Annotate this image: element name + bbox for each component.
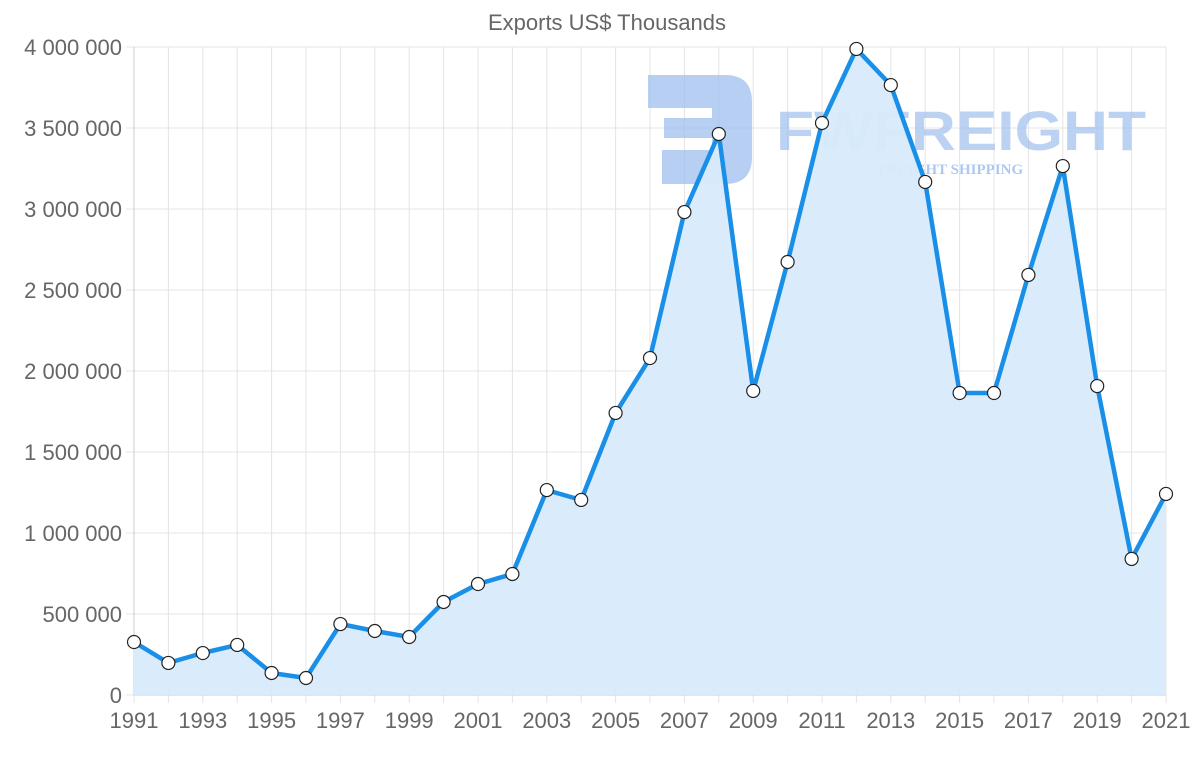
data-point[interactable] (883, 77, 898, 93)
data-point[interactable] (574, 492, 589, 508)
fw-logo-icon (648, 75, 752, 184)
x-tick-label: 1997 (316, 708, 365, 733)
y-tick-label: 4 000 000 (24, 35, 122, 60)
y-tick-label: 3 500 000 (24, 116, 122, 141)
x-tick-label: 2011 (798, 708, 845, 733)
data-point[interactable] (230, 637, 245, 653)
data-point[interactable] (746, 383, 761, 399)
y-tick-label: 2 500 000 (24, 278, 122, 303)
x-axis-labels: 1991 1993 1995 1997 1999 2001 2003 2005 2007 2009… (110, 708, 1191, 733)
data-point[interactable] (298, 670, 314, 686)
data-point[interactable] (1124, 551, 1139, 567)
y-tick-label: 500 000 (42, 602, 122, 627)
x-tick-label: 2021 (1142, 708, 1191, 733)
x-tick-label: 1999 (385, 708, 434, 733)
data-point[interactable] (849, 41, 864, 57)
x-tick-label: 2001 (454, 708, 503, 733)
x-tick-label: 2009 (729, 708, 778, 733)
x-tick-label: 1991 (110, 708, 159, 733)
area-fill (134, 48, 1166, 695)
data-point[interactable] (986, 385, 1002, 401)
x-tick-label: 2013 (866, 708, 915, 733)
data-point[interactable] (436, 594, 451, 610)
data-point[interactable] (1090, 378, 1105, 394)
data-point[interactable] (677, 204, 692, 220)
data-point[interactable] (264, 665, 279, 681)
data-point[interactable] (470, 576, 486, 592)
data-point[interactable] (505, 566, 520, 582)
data-point[interactable] (780, 254, 795, 270)
data-points (126, 41, 1174, 686)
data-point[interactable] (539, 482, 554, 498)
data-point[interactable] (402, 629, 417, 645)
data-point[interactable] (814, 115, 830, 131)
data-point[interactable] (161, 655, 176, 671)
y-tick-label: 0 (110, 683, 122, 708)
data-point[interactable] (642, 350, 658, 366)
x-tick-label: 2005 (591, 708, 640, 733)
data-point[interactable] (918, 174, 933, 190)
y-axis-labels: 0 500 000 1 000 000 1 500 000 2 000 000 2 500… (24, 35, 122, 708)
x-tick-label: 2007 (660, 708, 709, 733)
data-point[interactable] (952, 385, 967, 401)
x-tick-label: 2017 (1004, 708, 1053, 733)
y-tick-label: 2 000 000 (24, 359, 122, 384)
x-tick-label: 2019 (1073, 708, 1122, 733)
data-point[interactable] (1055, 158, 1070, 174)
data-point[interactable] (711, 126, 726, 142)
data-point[interactable] (1158, 486, 1174, 502)
data-point[interactable] (126, 634, 142, 650)
x-tick-label: 2003 (522, 708, 571, 733)
data-point[interactable] (1021, 267, 1036, 283)
data-point[interactable] (608, 405, 623, 421)
data-point[interactable] (367, 623, 382, 639)
x-tick-label: 1995 (247, 708, 296, 733)
x-tick-label: 2015 (935, 708, 984, 733)
y-tick-label: 1 000 000 (24, 521, 122, 546)
y-tick-label: 3 000 000 (24, 197, 122, 222)
y-tick-label: 1 500 000 (24, 440, 122, 465)
data-point[interactable] (333, 616, 348, 632)
data-point[interactable] (195, 645, 210, 661)
chart-title: Exports US$ Thousands (488, 10, 726, 35)
x-tick-label: 1993 (178, 708, 227, 733)
